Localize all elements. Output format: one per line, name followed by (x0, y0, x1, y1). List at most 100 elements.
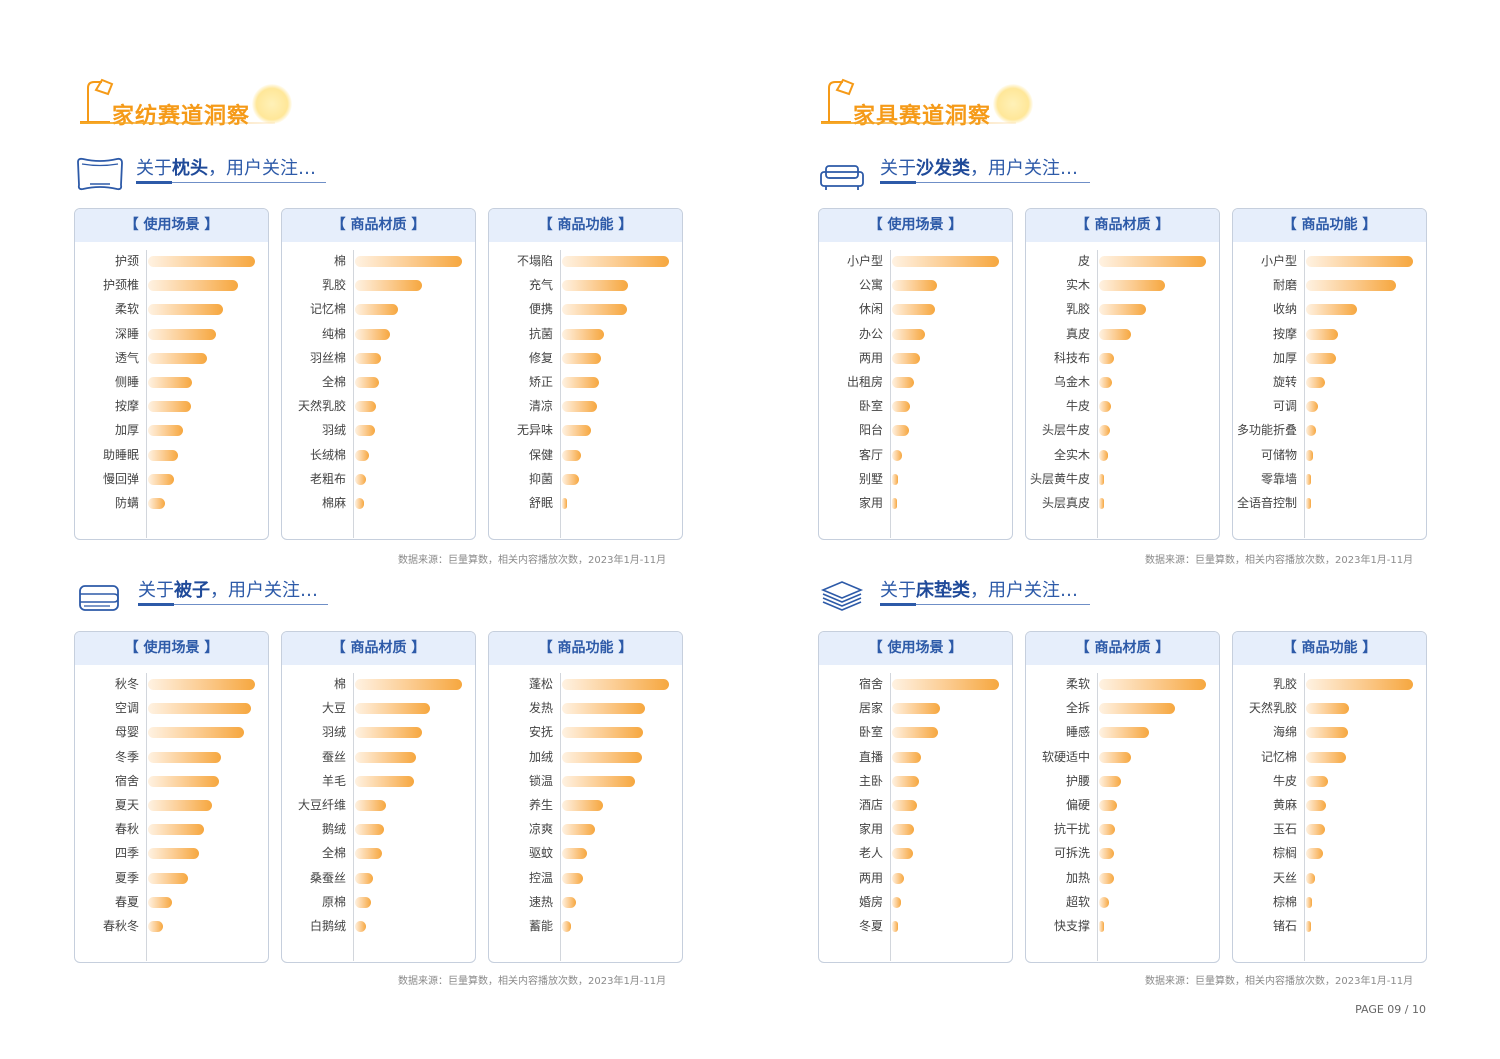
tick-label: 头层牛皮 (1041, 423, 1090, 438)
bar (148, 775, 219, 787)
panel-body: 棉乳胶 记忆棉 纯棉 羽丝棉 全棉 天然乳胶 羽绒 长绒棉 老粗布 棉麻 (282, 242, 475, 539)
bar-row: 凉爽 (489, 821, 679, 837)
tick-label: 休闲 (858, 302, 883, 317)
bar (892, 703, 941, 715)
bar-row: 夏天 (75, 797, 265, 813)
bar-row: 锗石 (1233, 918, 1423, 934)
bar-row: 春秋 (75, 821, 265, 837)
bar-row: 便携 (489, 301, 679, 317)
tick-label: 全棉 (321, 846, 346, 861)
tick-label: 宿舍 (114, 773, 139, 788)
tick-label: 头层黄牛皮 (1029, 471, 1090, 486)
bar (148, 304, 223, 316)
bar-row: 出租房 (819, 374, 1009, 390)
heading-keyword: 被子 (174, 580, 210, 601)
bar (892, 921, 899, 932)
bar-row: 黄麻 (1233, 797, 1423, 813)
bar-row: 可调 (1233, 398, 1423, 414)
tick-label: 收纳 (1272, 302, 1297, 317)
tick-label: 加绒 (528, 749, 553, 764)
heading-suffix: ，用户关注… (970, 158, 1078, 179)
bar (1099, 498, 1104, 509)
tick-label: 玉石 (1272, 822, 1297, 837)
heading-keyword: 床垫类 (916, 580, 970, 601)
heading-underline (136, 181, 326, 184)
bar-row: 全实木 (1026, 447, 1216, 463)
bar-row: 修复 (489, 350, 679, 366)
tick-label: 安抚 (528, 725, 553, 740)
bar (1306, 824, 1326, 836)
tick-label: 充气 (528, 278, 553, 293)
bar (892, 872, 904, 884)
tick-label: 蚕丝 (321, 749, 346, 764)
tick-label: 软硬适中 (1041, 749, 1090, 764)
tick-label: 加厚 (1272, 350, 1297, 365)
bar-row: 柔软 (75, 301, 265, 317)
bar (1306, 703, 1349, 715)
tick-label: 乌金木 (1053, 375, 1090, 389)
block-heading-text: 关于枕头，用户关注… (136, 154, 316, 180)
tick-label: 棉麻 (321, 496, 346, 510)
tick-label: 养生 (528, 798, 553, 812)
data-source-note: 数据来源：巨量算数，相关内容播放次数，2023年1月-11月 (398, 555, 667, 566)
bar-row: 控温 (489, 870, 679, 886)
bar (892, 377, 915, 388)
tick-label: 可储物 (1260, 447, 1297, 462)
bar (892, 848, 914, 860)
chart-panel-mattress-1: 【 商品材质 】柔软 全拆 睡感 软硬适中 护腰 偏硬 抗干扰 可拆洗 加热 超软 快支撑 (1025, 631, 1220, 963)
tick-label: 抗菌 (528, 326, 553, 341)
bar (892, 751, 921, 763)
bar-row: 全棉 (282, 374, 472, 390)
tick-label: 保健 (528, 447, 553, 462)
bar (1306, 872, 1315, 884)
section-title-text: 家纺赛道洞察 (112, 104, 251, 129)
block-heading-mattress: 关于床垫类，用户关注… (818, 574, 1138, 614)
category-axis (1097, 673, 1098, 961)
tick-label: 可拆洗 (1053, 846, 1090, 861)
bar (148, 921, 163, 932)
bar (1306, 751, 1346, 763)
tick-label: 记忆棉 (309, 302, 346, 317)
tick-label: 侧睡 (114, 375, 139, 389)
bar (562, 921, 571, 932)
bar (1099, 449, 1108, 461)
chart-panel-sofa-0: 【 使用场景 】小户型 公寓 休闲 办公 两用 出租房 卧室 阳台 客厅 别墅 家用 (818, 208, 1013, 540)
bar (148, 328, 217, 340)
tick-label: 乳胶 (321, 278, 346, 293)
page-number: PAGE 09 / 10 (1355, 1003, 1426, 1016)
bar-row: 护腰 (1026, 773, 1216, 789)
tick-label: 直播 (858, 749, 883, 764)
lamp-glow (252, 84, 292, 124)
tick-label: 办公 (858, 326, 883, 341)
bar (562, 377, 600, 388)
bar-row: 母婴 (75, 724, 265, 740)
tick-label: 客厅 (858, 447, 883, 462)
bar (1099, 377, 1112, 388)
bar (1306, 280, 1396, 292)
tick-label: 舒眠 (528, 496, 553, 510)
tick-label: 无异味 (516, 423, 553, 438)
bar-row: 全语音控制 (1233, 495, 1423, 511)
tick-label: 抗干扰 (1053, 822, 1090, 837)
bar (892, 280, 937, 292)
tick-label: 棕棉 (1272, 894, 1297, 909)
panel-title: 【 商品材质 】 (282, 632, 475, 665)
bar-row: 长绒棉 (282, 447, 472, 463)
bar-row: 可储物 (1233, 447, 1423, 463)
tick-label: 超软 (1065, 894, 1090, 909)
bar-row: 宿舍 (75, 773, 265, 789)
bar (355, 848, 382, 860)
tick-label: 控温 (528, 870, 553, 885)
bar-row: 小户型 (1233, 253, 1423, 269)
panel-title: 【 商品功能 】 (1233, 209, 1426, 242)
bar (562, 703, 646, 715)
chart-panel-pillow-0: 【 使用场景 】护颈 护颈椎 柔软 深睡 透气 侧睡 按摩 加厚 助睡眠 慢回弹 防螨 (74, 208, 269, 540)
bar-row: 夏季 (75, 870, 265, 886)
bar-row: 秋冬 (75, 676, 265, 692)
bar (1099, 848, 1114, 860)
bar-row: 春秋冬 (75, 918, 265, 934)
tick-label: 皮 (1077, 254, 1090, 268)
tick-label: 记忆棉 (1260, 749, 1297, 764)
heading-prefix: 关于 (138, 580, 174, 601)
bar (148, 256, 255, 267)
